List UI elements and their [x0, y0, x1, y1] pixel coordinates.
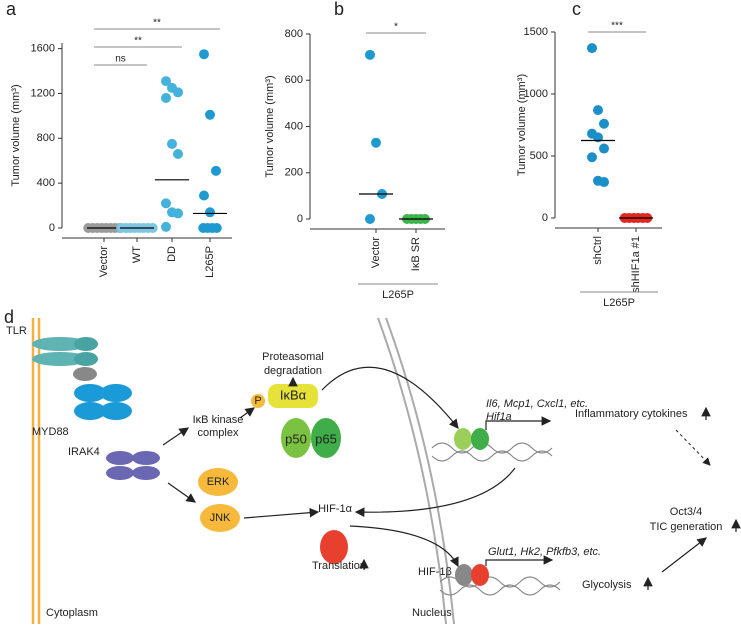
- data-point: [365, 49, 375, 60]
- y-axis-label: Tumor volume (mm³): [516, 74, 528, 176]
- label: Glut1, Hk2, Pfkfb3, etc.: [488, 546, 601, 558]
- data-point: [199, 190, 209, 201]
- data-point: [599, 143, 609, 154]
- data-point: [205, 109, 215, 120]
- data-point: [173, 87, 183, 98]
- label: P: [254, 395, 261, 407]
- data-point: [211, 223, 222, 233]
- label: Nucleus: [412, 607, 452, 619]
- label: Il6, Mcp1, Cxcl1, etc.: [486, 398, 588, 410]
- panel-label: c: [572, 0, 581, 19]
- y-tick-label: 1200: [31, 87, 55, 99]
- y-tick-label: 800: [285, 28, 303, 40]
- panel-label: b: [334, 0, 344, 19]
- label: IκBα: [280, 387, 307, 402]
- label: HIF-1α: [318, 503, 353, 515]
- significance: *: [394, 22, 398, 33]
- y-tick-label: 0: [49, 222, 55, 234]
- x-tick-label: Vector: [98, 246, 110, 278]
- data-point: [593, 105, 603, 116]
- label: JNK: [210, 512, 231, 524]
- x-tick-label: DD: [166, 246, 178, 262]
- data-point: [173, 208, 183, 219]
- data-point: [161, 92, 171, 103]
- label: TLR: [6, 325, 27, 337]
- data-point: [161, 198, 171, 209]
- label: Oct3/4: [670, 506, 702, 518]
- data-point: [599, 177, 609, 188]
- label: ERK: [207, 476, 230, 488]
- y-tick-label: 200: [285, 167, 303, 179]
- label: Glycolysis: [582, 579, 632, 591]
- y-tick-label: 400: [285, 120, 303, 132]
- label: Inflammatory cytokines: [575, 408, 688, 420]
- data-point: [371, 137, 381, 148]
- label: Hif1a: [486, 411, 512, 423]
- panel-label: d: [4, 307, 14, 327]
- label: MYD88: [32, 426, 69, 438]
- y-tick-label: 1000: [524, 88, 548, 100]
- significance: ***: [611, 21, 623, 32]
- panel-label: a: [6, 0, 17, 19]
- x-tick-label: L265P: [204, 246, 216, 278]
- y-tick-label: 1600: [31, 43, 55, 55]
- y-axis-label: Tumor volume (mm³): [264, 75, 276, 177]
- label: Cytoplasm: [46, 607, 98, 619]
- group-label: L265P: [603, 297, 635, 309]
- diagram: d TLR MYD88 IRAK4 IκB kinase complex P I…: [4, 307, 741, 625]
- y-tick-label: 0: [542, 212, 548, 224]
- x-tick-label: Vector: [370, 237, 382, 269]
- y-tick-label: 500: [530, 150, 548, 162]
- label: complex: [198, 427, 239, 439]
- significance: ns: [115, 54, 126, 65]
- significance: **: [153, 18, 161, 29]
- data-point: [211, 165, 221, 176]
- data-point: [587, 152, 597, 163]
- label: TIC generation: [650, 521, 723, 533]
- data-point: [161, 76, 171, 87]
- label: IκB kinase: [193, 414, 244, 426]
- label: degradation: [264, 365, 322, 377]
- x-tick-label: shCtrl: [592, 236, 604, 265]
- label: p65: [315, 431, 337, 446]
- data-point: [365, 214, 375, 224]
- x-tick-label: WT: [131, 246, 143, 263]
- data-point: [205, 207, 215, 218]
- label: HIF-1β: [418, 566, 452, 578]
- label: p50: [285, 431, 307, 446]
- data-point: [167, 138, 177, 149]
- data-point: [599, 118, 609, 129]
- y-tick-label: 0: [297, 213, 303, 225]
- significance: **: [134, 36, 142, 47]
- x-tick-label: shHIF1a #1: [630, 236, 642, 293]
- x-tick-label: IκB SR: [410, 237, 422, 271]
- data-point: [199, 49, 209, 60]
- y-tick-label: 1500: [524, 26, 548, 38]
- label: IRAK4: [68, 446, 100, 458]
- data-point: [161, 221, 171, 232]
- group-label: L265P: [382, 289, 414, 301]
- data-point: [587, 43, 597, 54]
- label: Translation: [312, 560, 366, 572]
- y-axis-label: Tumor volume (mm³): [10, 84, 22, 186]
- y-tick-label: 600: [285, 74, 303, 86]
- y-tick-label: 400: [37, 177, 55, 189]
- label: Proteasomal: [262, 351, 324, 363]
- y-tick-label: 800: [37, 132, 55, 144]
- data-point: [173, 149, 183, 159]
